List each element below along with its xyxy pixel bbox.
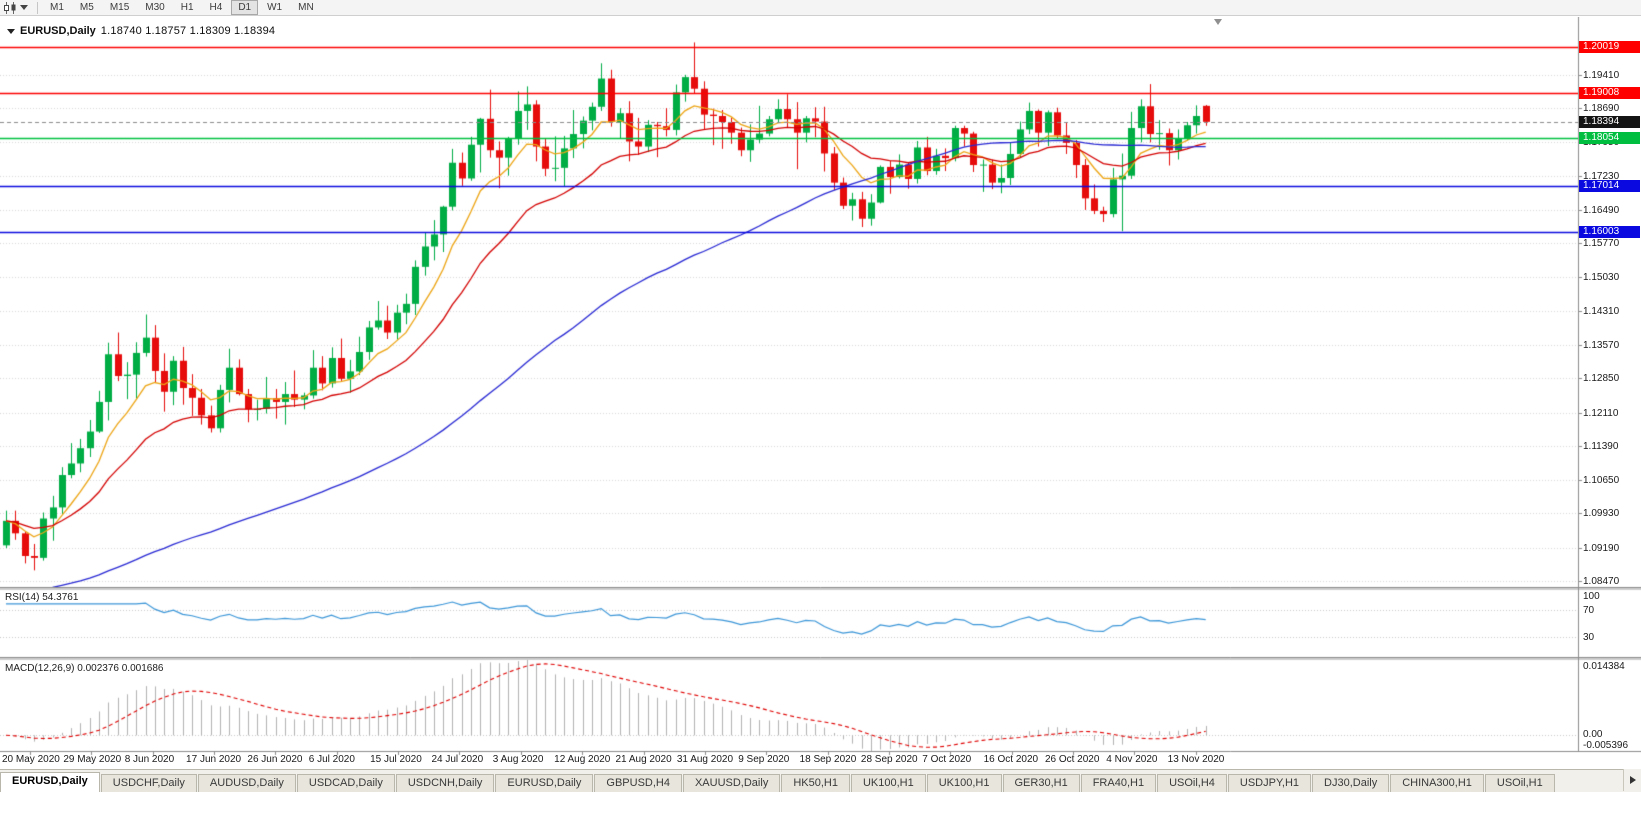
toolbar-separator (37, 1, 38, 14)
tab-usdcad-daily[interactable]: USDCAD,Daily (296, 774, 395, 792)
date-axis-label: 20 May 2020 (2, 754, 60, 765)
tab-hk50-h1[interactable]: HK50,H1 (781, 774, 850, 792)
price-axis-tick: 1.10650 (1583, 475, 1620, 487)
date-axis-label: 17 Jun 2020 (186, 754, 242, 765)
timeframe-buttons: M1 M5 M15 M30 H1 H4 D1 W1 MN (43, 0, 321, 15)
price-axis-tick: 1.11390 (1583, 440, 1619, 452)
chart-shift-marker triangle-down-icon[interactable] (1214, 19, 1222, 25)
tab-xauusd-daily[interactable]: XAUUSD,Daily (682, 774, 781, 792)
tab-usdchf-daily[interactable]: USDCHF,Daily (100, 774, 197, 792)
caret-down-icon[interactable] (20, 5, 28, 10)
chart-tabs: EURUSD,Daily USDCHF,Daily AUDUSD,Daily USDC… (0, 770, 1641, 792)
timeframe-button-m15[interactable]: M15 (109, 2, 130, 13)
price-axis-tick: 1.14310 (1583, 305, 1620, 317)
timeframe-button-mn[interactable]: MN (298, 2, 314, 13)
tab-china300-h1[interactable]: CHINA300,H1 (1390, 774, 1484, 792)
triangle-right-icon (1629, 776, 1636, 784)
timeframe-button-m5[interactable]: M5 (79, 2, 94, 13)
tab-eurusd-daily[interactable]: EURUSD,Daily (495, 774, 594, 792)
price-axis-tick: 1.12110 (1583, 407, 1619, 419)
chart-ohlc-values: 1.18740 1.18757 1.18309 1.18394 (100, 25, 276, 37)
price-tag-resistance[interactable]: 1.19008 (1579, 87, 1640, 100)
tab-uk100-h1[interactable]: UK100,H1 (926, 774, 1002, 792)
tab-scroll-right-button[interactable] (1623, 769, 1641, 791)
date-axis-label: 12 Aug 2020 (554, 754, 611, 765)
macd-axis-label: 0.00 (1583, 729, 1603, 741)
date-axis-label: 9 Sep 2020 (738, 754, 790, 765)
tab-ger30-h1[interactable]: GER30,H1 (1002, 774, 1080, 792)
timeframe-button-w1[interactable]: W1 (267, 2, 283, 13)
tab-usdjpy-h1[interactable]: USDJPY,H1 (1227, 774, 1312, 792)
timeframe-button-m30[interactable]: M30 (145, 2, 165, 13)
price-tag-support[interactable]: 1.16003 (1579, 226, 1640, 239)
date-axis-label: 3 Aug 2020 (492, 754, 544, 765)
date-axis-label: 8 Jun 2020 (124, 754, 175, 765)
caret-down-icon[interactable] (7, 28, 15, 34)
date-axis-label: 29 May 2020 (63, 754, 122, 765)
chart-window: EURUSD,Daily 1.18740 1.18757 1.18309 1.1… (0, 17, 1641, 769)
rsi-axis-label: 30 (1583, 631, 1595, 643)
price-axis-tick: 1.12850 (1583, 373, 1620, 385)
timeframe-toolbar: M1 M5 M15 M30 H1 H4 D1 W1 MN (0, 0, 1641, 16)
date-axis-label: 18 Sep 2020 (799, 754, 857, 765)
chart-symbol-label: EURUSD,Daily (20, 25, 96, 37)
timeframe-button-h1[interactable]: H1 (180, 2, 194, 13)
date-axis-label: 13 Nov 2020 (1167, 754, 1225, 765)
tab-usdcnh-daily[interactable]: USDCNH,Daily (395, 774, 495, 792)
tab-usoil-h4[interactable]: USOil,H4 (1157, 774, 1227, 792)
rsi-indicator-label: RSI(14) 54.3761 (5, 592, 79, 603)
date-axis-label: 4 Nov 2020 (1106, 754, 1158, 765)
tab-audusd-daily[interactable]: AUDUSD,Daily (197, 774, 296, 792)
price-axis-tick: 1.16490 (1583, 204, 1620, 216)
rsi-axis-label: 70 (1583, 605, 1595, 617)
macd-indicator-label: MACD(12,26,9) 0.002376 0.001686 (5, 663, 164, 674)
price-axis-tick: 1.08470 (1583, 575, 1620, 587)
tab-uk100-h1[interactable]: UK100,H1 (850, 774, 926, 792)
tab-gbpusd-h4[interactable]: GBPUSD,H4 (594, 774, 682, 792)
chart-overlays: EURUSD,Daily 1.18740 1.18757 1.18309 1.1… (0, 17, 1641, 769)
price-axis-tick: 1.18690 (1583, 103, 1620, 115)
date-axis-label: 31 Aug 2020 (676, 754, 734, 765)
price-axis-tick: 1.15030 (1583, 272, 1620, 284)
price-axis-tick: 1.09930 (1583, 508, 1620, 520)
date-axis-label: 16 Oct 2020 (983, 754, 1039, 765)
price-axis-tick: 1.15770 (1583, 238, 1620, 250)
chart-title: EURUSD,Daily 1.18740 1.18757 1.18309 1.1… (7, 25, 275, 37)
date-axis-label: 28 Sep 2020 (860, 754, 918, 765)
timeframe-button-h4[interactable]: H4 (209, 2, 223, 13)
price-axis-tick: 1.19410 (1583, 69, 1620, 81)
macd-axis-label: -0.005396 (1583, 740, 1629, 751)
tab-fra40-h1[interactable]: FRA40,H1 (1080, 774, 1157, 792)
price-axis-tick: 1.09190 (1583, 542, 1620, 554)
tab-eurusd-daily[interactable]: EURUSD,Daily (0, 772, 100, 792)
price-axis-tick: 1.13570 (1583, 340, 1620, 352)
date-axis-label: 15 Jul 2020 (370, 754, 422, 765)
rsi-axis-label: 100 (1583, 591, 1600, 602)
chart-tab-bar: EURUSD,Daily USDCHF,Daily AUDUSD,Daily USDC… (0, 769, 1641, 792)
date-axis-label: 24 Jul 2020 (431, 754, 484, 765)
price-tag-support[interactable]: 1.17014 (1579, 179, 1640, 192)
price-tag-current-price[interactable]: 1.18394 (1579, 115, 1640, 128)
date-axis-label: 7 Oct 2020 (922, 754, 972, 765)
timeframe-button-d1[interactable]: D1 (231, 0, 259, 15)
date-axis-label: 6 Jul 2020 (308, 754, 355, 765)
timeframe-button-m1[interactable]: M1 (50, 2, 64, 13)
macd-axis-label: 0.014384 (1583, 661, 1625, 672)
price-chart-canvas[interactable] (0, 17, 1641, 769)
date-axis-label: 26 Oct 2020 (1044, 754, 1100, 765)
price-tag-support[interactable]: 1.18054 (1579, 131, 1640, 144)
candlestick-chart-icon[interactable] (3, 1, 17, 14)
date-axis-label: 26 Jun 2020 (247, 754, 303, 765)
tab-usoil-h1[interactable]: USOil,H1 (1484, 774, 1555, 792)
date-axis-label: 21 Aug 2020 (615, 754, 672, 765)
price-tag-resistance[interactable]: 1.20019 (1579, 40, 1640, 53)
tab-dj30-daily[interactable]: DJ30,Daily (1312, 774, 1390, 792)
price-axis-tick: 1.17230 (1583, 170, 1620, 182)
